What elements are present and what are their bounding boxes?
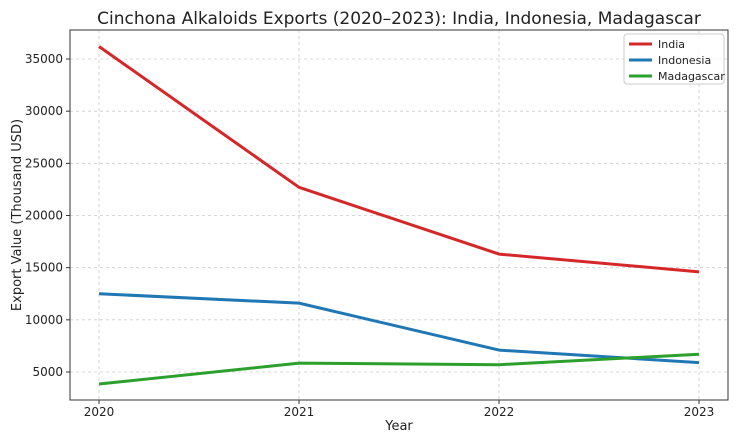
- x-tick-label: 2021: [284, 405, 315, 419]
- legend-label: Indonesia: [658, 54, 711, 67]
- y-axis-label: Export Value (Thousand USD): [10, 119, 25, 311]
- legend: India Indonesia Madagascar: [623, 33, 725, 85]
- y-tick-label: 30000: [25, 104, 63, 118]
- chart-title: Cinchona Alkaloids Exports (2020–2023): …: [97, 9, 701, 29]
- x-axis-label: Year: [384, 419, 413, 434]
- grid: [70, 30, 728, 400]
- legend-label: Madagascar: [658, 70, 725, 83]
- y-tick-label: 10000: [25, 313, 63, 327]
- y-tick-label: 5000: [32, 365, 63, 379]
- series-line-madagascar: [98, 352, 700, 386]
- plot-frame: [69, 29, 729, 401]
- x-tick-label: 2022: [484, 405, 515, 419]
- axis-ticks: 2020 2021 2022 2023 5000 10000 15000 20000 25000…: [25, 52, 714, 419]
- x-tick-label: 2023: [684, 405, 715, 419]
- legend-label: India: [658, 38, 685, 51]
- series-line-india: [98, 45, 700, 274]
- series-lines: [98, 45, 700, 386]
- y-tick-label: 20000: [25, 209, 63, 223]
- y-tick-label: 25000: [25, 156, 63, 170]
- x-tick-label: 2020: [84, 405, 115, 419]
- series-line-indonesia: [98, 292, 700, 365]
- legend-box: [623, 33, 725, 85]
- y-tick-label: 15000: [25, 261, 63, 275]
- y-tick-label: 35000: [25, 52, 63, 66]
